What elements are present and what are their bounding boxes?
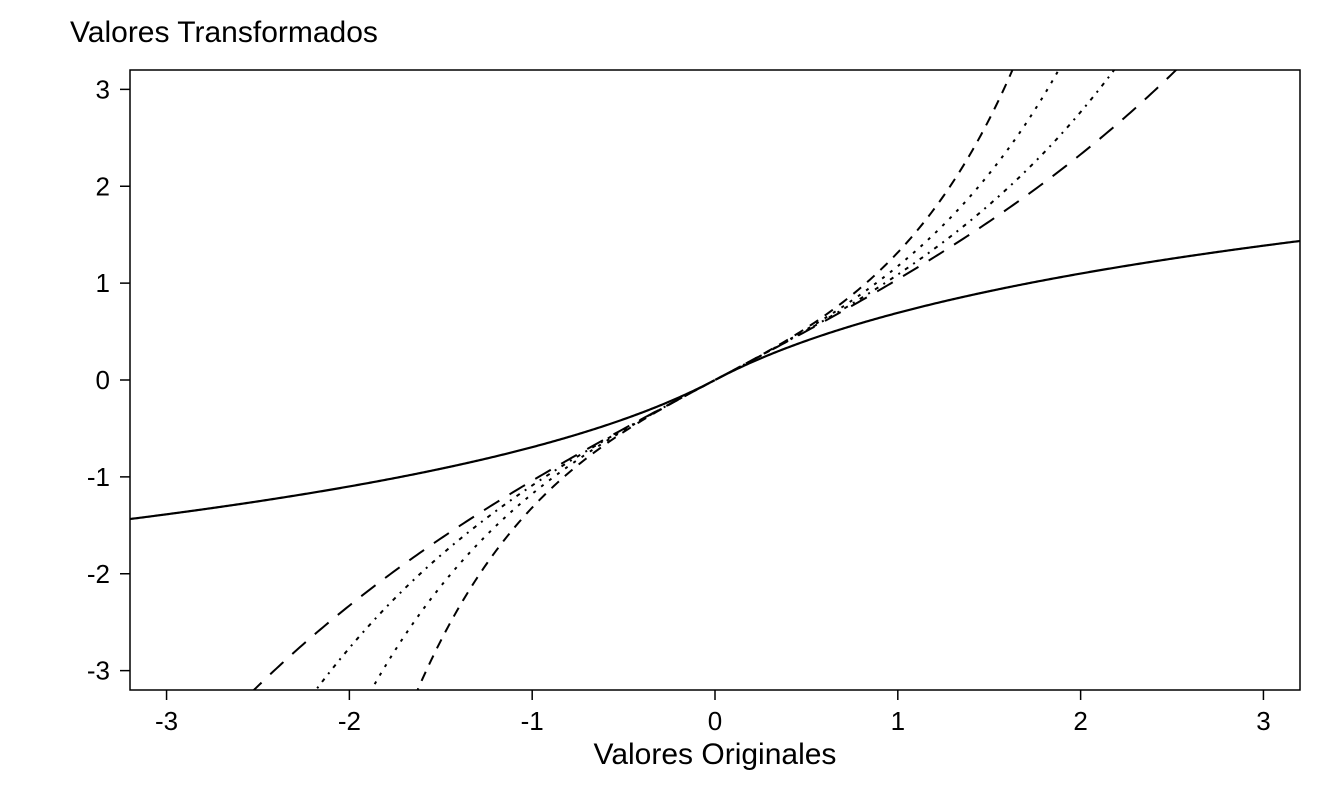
y-tick-label: -2 — [87, 559, 110, 589]
x-axis-label: Valores Originales — [594, 738, 837, 771]
chart-container: { "chart": { "type": "line", "width": 13… — [0, 0, 1344, 806]
x-tick-label: 0 — [708, 706, 722, 736]
chart-svg: -3 -2 -1 0 1 2 3 -3 -2 -1 0 1 2 3 Valores Originales Va… — [0, 0, 1344, 806]
y-tick-label: 2 — [96, 171, 110, 201]
y-tick-label: 0 — [96, 365, 110, 395]
x-tick-label: 2 — [1073, 706, 1087, 736]
y-tick-label: 1 — [96, 268, 110, 298]
x-tick-label: 1 — [891, 706, 905, 736]
x-tick-label: 3 — [1256, 706, 1270, 736]
x-tick-label: -3 — [155, 706, 178, 736]
y-tick-label: 3 — [96, 74, 110, 104]
y-tick-label: -1 — [87, 462, 110, 492]
chart-title: Valores Transformados — [70, 16, 378, 49]
y-tick-label: -3 — [87, 656, 110, 686]
x-tick-label: -1 — [521, 706, 544, 736]
x-tick-label: -2 — [338, 706, 361, 736]
